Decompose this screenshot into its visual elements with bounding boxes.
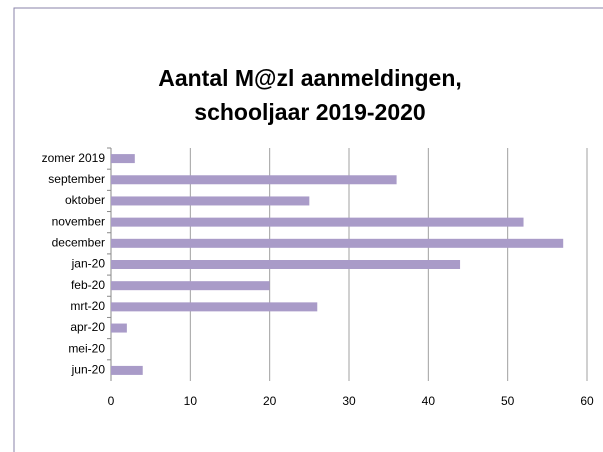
y-tick-label: jan-20 — [71, 257, 106, 271]
y-tick-label: apr-20 — [70, 320, 105, 334]
x-tick-label: 40 — [422, 394, 436, 408]
x-tick-label: 50 — [501, 394, 515, 408]
bar — [111, 302, 318, 312]
x-tick-label: 0 — [108, 394, 115, 408]
bar — [111, 281, 270, 291]
y-tick-label: oktober — [65, 193, 105, 207]
y-tick-label: feb-20 — [71, 278, 105, 292]
chart-frame — [13, 7, 603, 452]
bar — [111, 217, 524, 227]
y-tick-label: mrt-20 — [70, 299, 105, 313]
bar — [111, 154, 135, 164]
y-tick-label: jun-20 — [71, 363, 106, 377]
y-tick-label: mei-20 — [68, 341, 105, 355]
bar — [111, 238, 564, 248]
x-tick-label: 60 — [580, 394, 594, 408]
x-tick-label: 10 — [184, 394, 198, 408]
y-tick-label: zomer 2019 — [42, 151, 106, 165]
chart-title: Aantal M@zl aanmeldingen, — [158, 65, 462, 91]
bar — [111, 365, 143, 375]
y-tick-label: november — [52, 214, 105, 228]
bar — [111, 323, 127, 333]
bar — [111, 175, 397, 185]
bar — [111, 260, 461, 269]
x-tick-label: 30 — [342, 394, 356, 408]
x-tick-label: 20 — [263, 394, 277, 408]
y-tick-label: december — [52, 235, 105, 249]
bar — [111, 196, 310, 206]
y-tick-label: september — [48, 172, 105, 186]
chart-title: schooljaar 2019-2020 — [194, 99, 425, 125]
